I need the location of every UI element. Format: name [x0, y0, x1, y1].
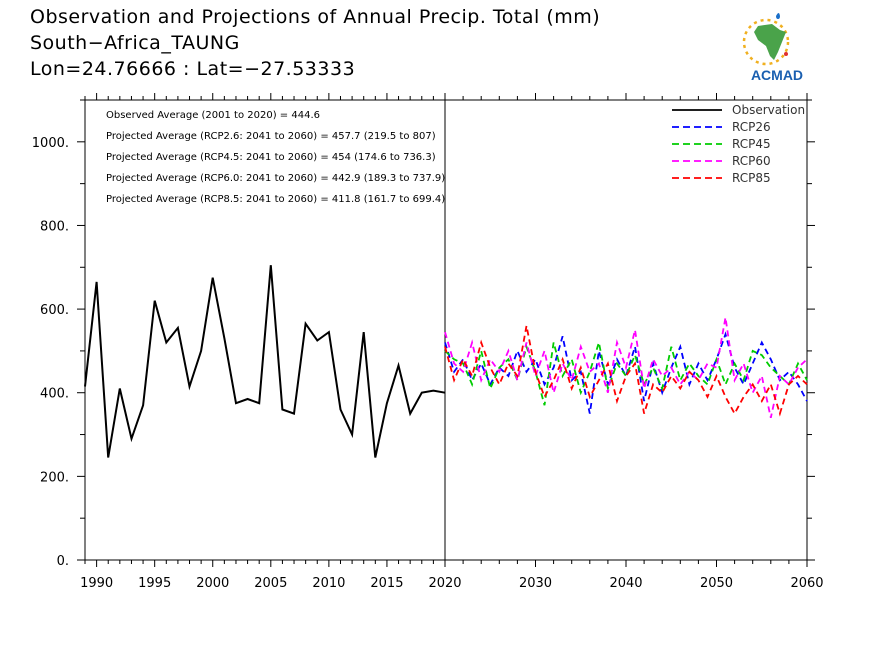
annotation-line: Projected Average (RCP2.6: 2041 to 2060)… — [106, 131, 436, 142]
legend-label-observation: Observation — [732, 103, 805, 117]
location-name: South−Africa_TAUNG — [30, 32, 240, 54]
x-tick-label: 2000 — [196, 576, 229, 591]
africa-map-logo-icon — [742, 13, 790, 66]
x-tick-label: 2010 — [312, 576, 345, 591]
x-tick-label: 1995 — [138, 576, 171, 591]
legend-label-rcp85: RCP85 — [732, 171, 771, 185]
y-tick-label: 600. — [40, 303, 69, 318]
x-tick-label: 2050 — [700, 576, 733, 591]
series-line-rcp85 — [444, 325, 808, 417]
legend-label-rcp26: RCP26 — [732, 120, 771, 134]
x-tick-label: 1990 — [80, 576, 113, 591]
x-tick-label: 2030 — [519, 576, 552, 591]
chart-title: Observation and Projections of Annual Pr… — [30, 6, 601, 28]
y-tick-label: 400. — [40, 387, 69, 402]
acmad-logo: ACMAD — [742, 13, 803, 83]
legend-label-rcp60: RCP60 — [732, 154, 771, 168]
y-tick-label: 0. — [57, 554, 69, 569]
x-tick-label: 2020 — [428, 576, 461, 591]
series-line-observation — [84, 265, 446, 458]
annotation-line: Projected Average (RCP6.0: 2041 to 2060)… — [106, 173, 445, 184]
y-tick-label: 200. — [40, 470, 69, 485]
y-tick-label: 800. — [40, 219, 69, 234]
annotation-line: Projected Average (RCP8.5: 2041 to 2060)… — [106, 194, 445, 205]
coordinates-label: Lon=24.76666 : Lat=−27.53333 — [30, 58, 356, 80]
x-tick-label: 2005 — [254, 576, 287, 591]
y-tick-label: 1000. — [32, 136, 69, 151]
acmad-logo-text: ACMAD — [751, 67, 803, 83]
legend-label-rcp45: RCP45 — [732, 137, 771, 151]
x-tick-label: 2015 — [370, 576, 403, 591]
series-line-rcp26 — [444, 331, 808, 414]
plot-frame — [84, 99, 808, 561]
annotation-line: Observed Average (2001 to 2020) = 444.6 — [106, 110, 320, 121]
annotation-line: Projected Average (RCP4.5: 2041 to 2060)… — [106, 152, 436, 163]
series-line-rcp60 — [444, 317, 808, 418]
series-line-rcp45 — [444, 342, 808, 406]
x-tick-label: 2060 — [790, 576, 823, 591]
x-tick-label: 2040 — [609, 576, 642, 591]
